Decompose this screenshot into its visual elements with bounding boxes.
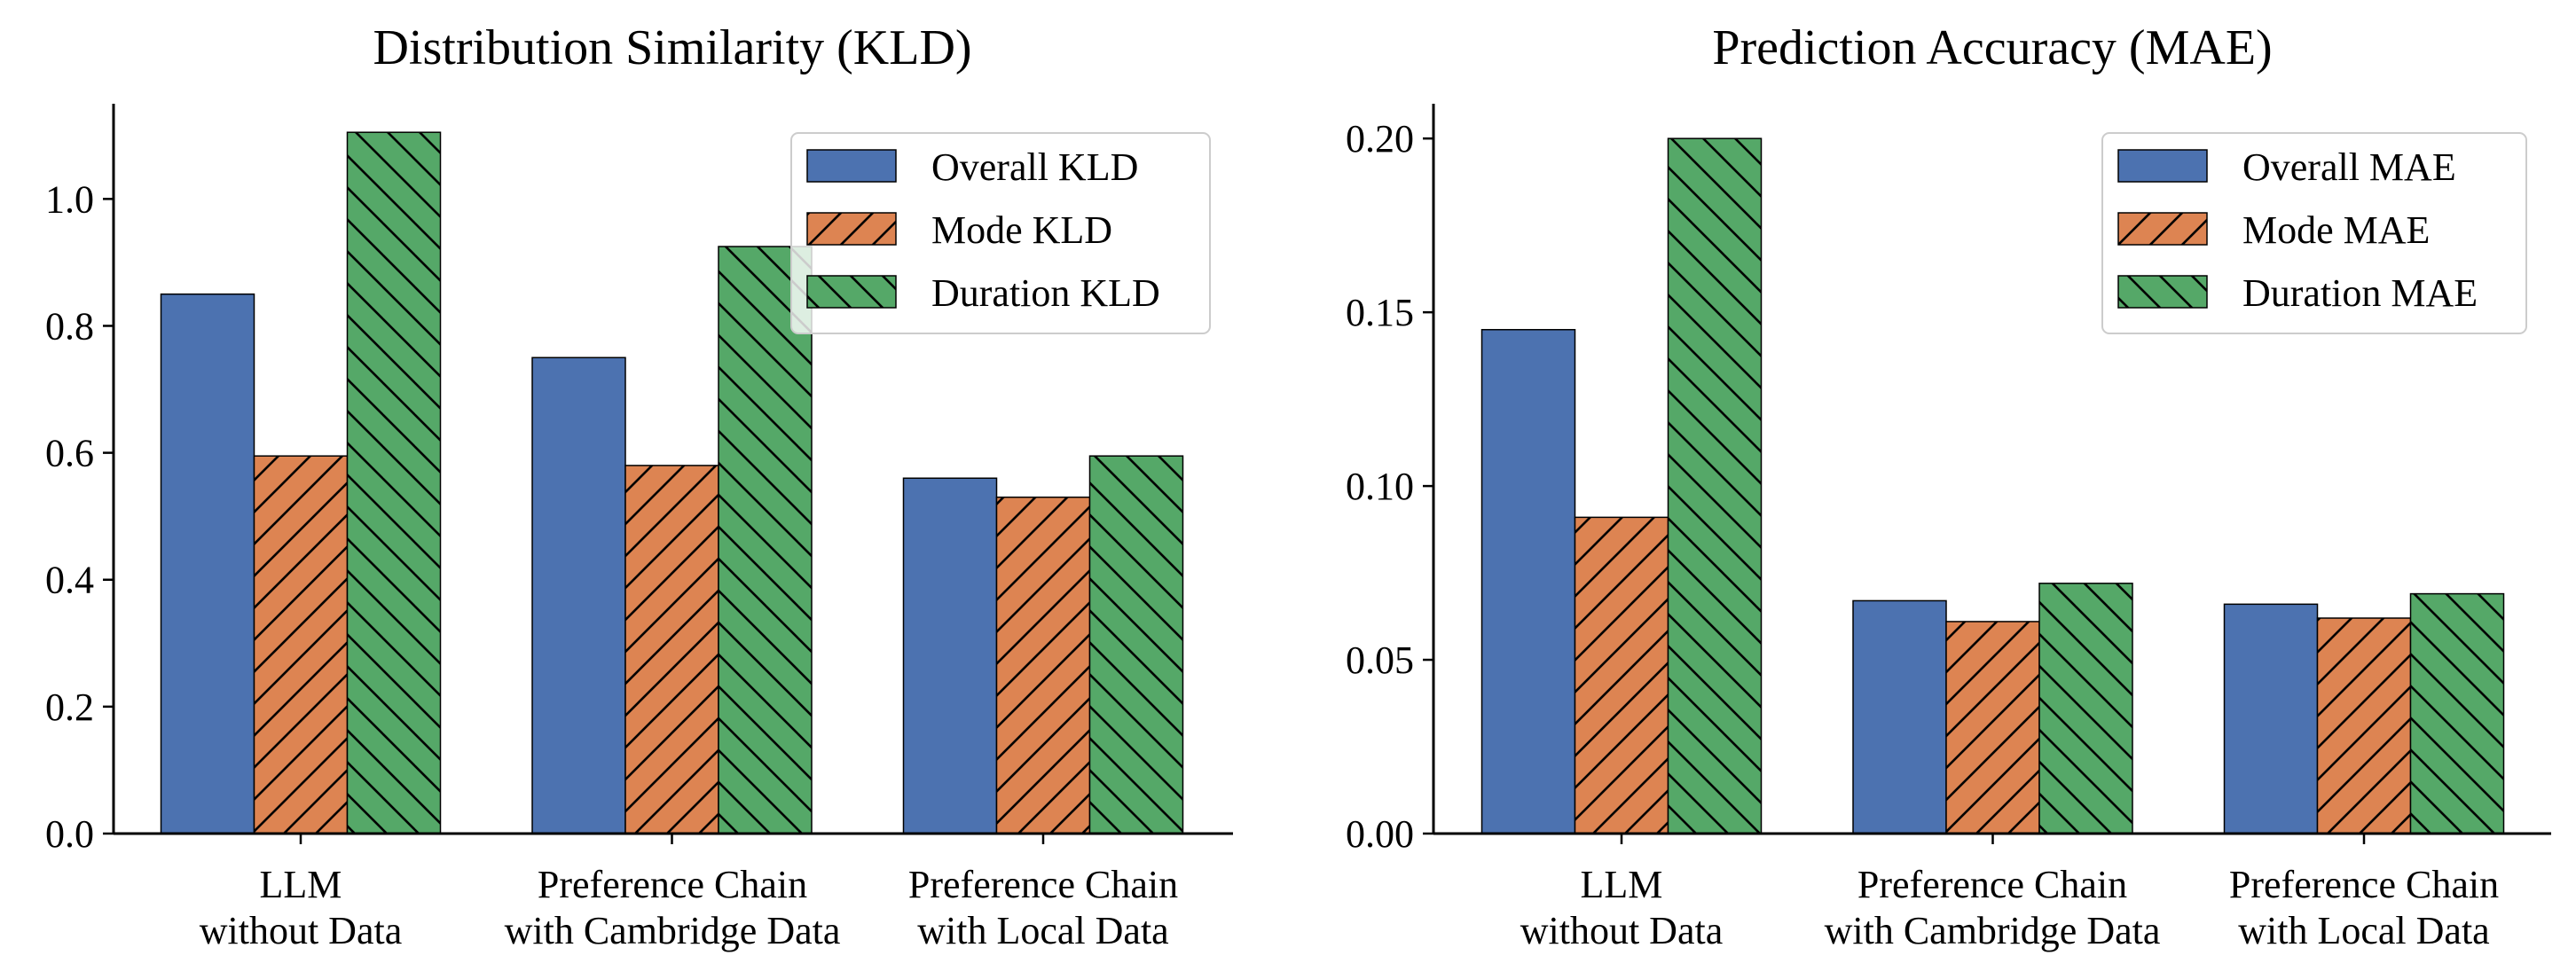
legend-box <box>2101 132 2527 334</box>
x-tick-label: Preference Chain <box>538 863 807 906</box>
y-tick-label: 0.05 <box>1346 638 1414 682</box>
y-tick-label: 0.8 <box>45 304 94 348</box>
x-tick-label: with Local Data <box>917 909 1168 952</box>
bar-overall-mae <box>1852 599 1947 834</box>
bar-overall-kld <box>531 356 626 834</box>
bar-hatch <box>2039 583 2132 834</box>
legend-label: Overall KLD <box>931 145 1138 189</box>
bar-hatch <box>1946 621 2039 834</box>
legend: Overall KLD Mode KLD Duration KLD <box>790 132 1211 334</box>
x-tick-label: LLM <box>1581 863 1663 906</box>
bar-hatch <box>254 456 348 834</box>
legend-swatch-duration-hatch <box>807 276 896 308</box>
x-tick-label: with Cambridge Data <box>505 909 841 952</box>
x-tick-label: Preference Chain <box>2229 863 2499 906</box>
x-axis: LLM without Data Preference Chain with C… <box>1433 832 2551 952</box>
legend-swatch-duration-hatch <box>2118 276 2207 308</box>
bar-overall-kld <box>902 477 998 834</box>
y-tick-label: 0.0 <box>45 812 94 856</box>
legend-swatch-overall <box>2117 149 2208 183</box>
bars <box>1480 137 2505 834</box>
x-axis: LLM without Data Preference Chain with C… <box>114 832 1233 952</box>
legend: Overall MAE Mode MAE Duration MAE <box>2101 132 2527 334</box>
legend-swatch-overall <box>806 149 897 183</box>
bar-hatch <box>625 465 719 834</box>
x-tick-label: without Data <box>200 909 403 952</box>
chart-title: Prediction Accuracy (MAE) <box>1712 20 2272 75</box>
bar-hatch <box>1575 517 1669 834</box>
bar-overall-mae <box>2223 603 2319 834</box>
legend-label: Overall MAE <box>2242 145 2456 189</box>
y-tick-label: 1.0 <box>45 177 94 221</box>
y-axis: 0.0 0.2 0.4 0.6 0.8 1.0 <box>45 104 115 856</box>
x-tick-label: without Data <box>1520 909 1724 952</box>
bar-hatch <box>1668 138 1762 834</box>
bar-overall-kld <box>160 293 255 834</box>
y-tick-label: 0.20 <box>1346 117 1414 161</box>
bar-hatch <box>347 132 441 834</box>
y-axis: 0.00 0.05 0.10 0.15 0.20 <box>1346 104 1435 856</box>
y-tick-label: 0.4 <box>45 559 94 602</box>
legend-swatch-mode-hatch <box>807 213 896 245</box>
x-tick-label: with Cambridge Data <box>1825 909 2161 952</box>
legend-label: Mode MAE <box>2242 208 2430 252</box>
y-tick-label: 0.10 <box>1346 465 1414 508</box>
bar-hatch <box>2317 618 2411 834</box>
y-tick-label: 0.2 <box>45 685 94 729</box>
legend-swatch-mode-hatch <box>2118 213 2207 245</box>
y-tick-label: 0.6 <box>45 432 94 475</box>
bars <box>160 131 1184 834</box>
x-tick-label: LLM <box>260 863 342 906</box>
legend-label: Duration MAE <box>2242 271 2478 315</box>
x-tick-label: Preference Chain <box>908 863 1178 906</box>
legend-label: Mode KLD <box>931 208 1112 252</box>
bar-hatch <box>719 247 812 834</box>
y-tick-label: 0.15 <box>1346 291 1414 334</box>
chart-kld: Distribution Similarity (KLD) 0.00.20.40… <box>45 20 1233 952</box>
bar-hatch <box>2410 593 2504 834</box>
chart-title: Distribution Similarity (KLD) <box>373 20 971 75</box>
bar-hatch <box>1089 456 1183 834</box>
chart-mae: Prediction Accuracy (MAE) 0.000.050.100.… <box>1346 20 2551 952</box>
legend-label: Duration KLD <box>931 271 1160 315</box>
x-tick-label: Preference Chain <box>1857 863 2127 906</box>
bar-overall-mae <box>1480 328 1576 834</box>
bar-hatch <box>996 497 1090 834</box>
y-tick-label: 0.00 <box>1346 812 1414 856</box>
x-tick-label: with Local Data <box>2238 909 2489 952</box>
